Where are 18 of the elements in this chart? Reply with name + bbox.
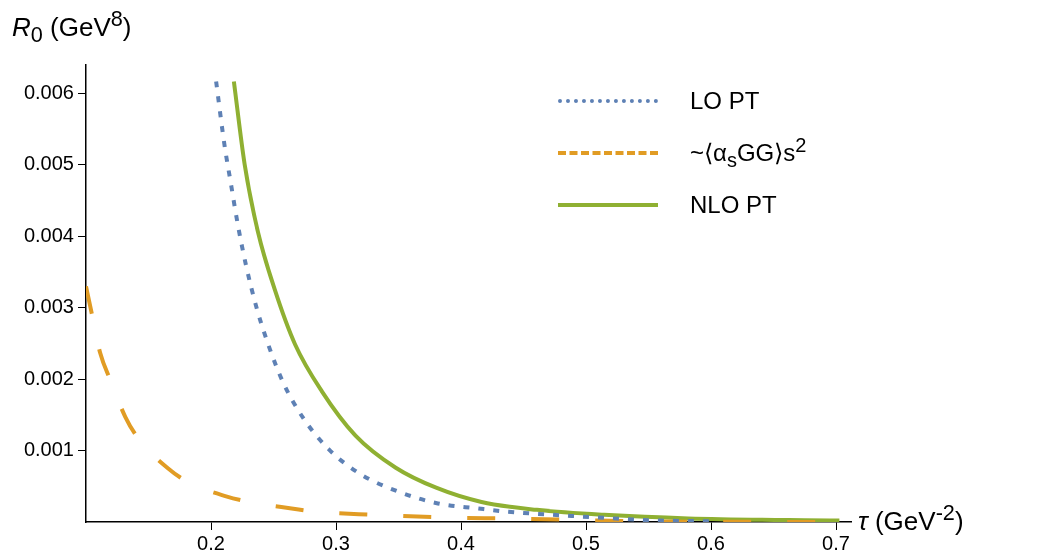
x-tick-label: 0.6 xyxy=(697,531,725,554)
x-tick-label: 0.2 xyxy=(197,531,225,554)
y-axis-title: R$_{0}$ (GeV$^{8}$) xyxy=(12,6,132,48)
legend-label: LO PT xyxy=(690,87,760,115)
y-tick-label: 0.001 xyxy=(23,438,74,461)
y-tick-label: 0.005 xyxy=(23,152,74,175)
y-tick-label: 0.006 xyxy=(23,81,74,104)
x-tick-label: 0.4 xyxy=(447,531,475,554)
legend-label: ~⟨α$_{s}$GG⟩s$^{2}$ xyxy=(690,134,807,172)
y-tick-label: 0.002 xyxy=(23,366,74,389)
x-axis-title: τ (GeV$^{-2}$) xyxy=(858,500,964,537)
y-tick-label: 0.004 xyxy=(23,223,74,246)
x-tick-label: 0.5 xyxy=(572,531,600,554)
x-tick-label: 0.3 xyxy=(322,531,350,554)
line-series xyxy=(231,79,842,522)
x-tick-label: 0.7 xyxy=(822,531,850,554)
legend-label: NLO PT xyxy=(690,191,777,219)
y-tick-label: 0.003 xyxy=(23,295,74,318)
